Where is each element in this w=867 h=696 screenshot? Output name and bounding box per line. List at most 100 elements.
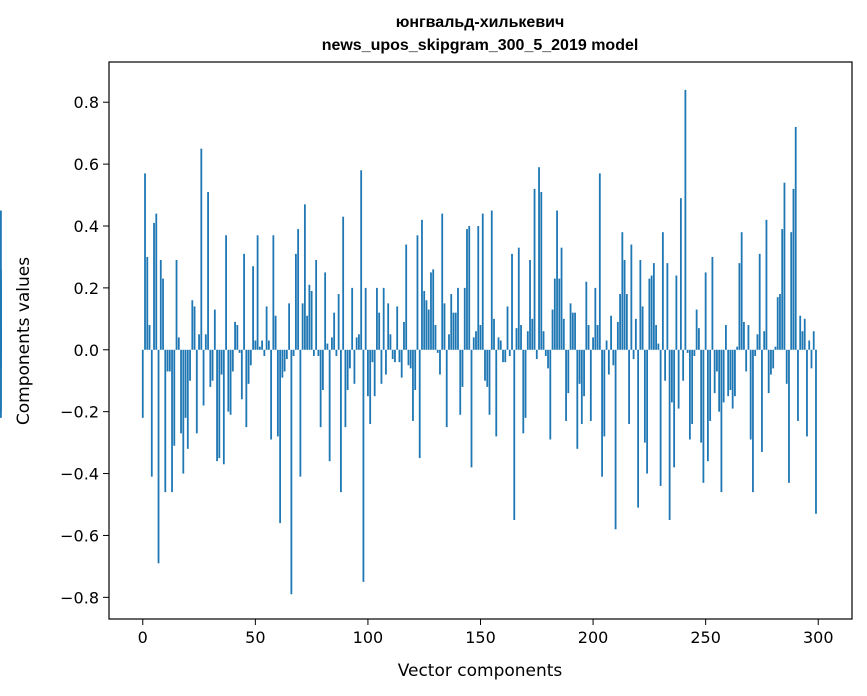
bar	[403, 321, 405, 350]
bar	[801, 331, 804, 350]
bar	[398, 349, 401, 363]
bar	[549, 349, 552, 440]
bar	[412, 349, 414, 421]
bar	[779, 294, 781, 350]
bar	[799, 315, 802, 350]
bar	[673, 349, 676, 468]
x-tick-label: 150	[465, 628, 496, 647]
bar	[794, 126, 797, 350]
bar	[587, 325, 590, 350]
bar	[547, 349, 549, 369]
bar	[344, 349, 347, 428]
bar	[265, 306, 268, 350]
bar	[335, 349, 338, 356]
bar	[670, 349, 673, 403]
bar	[652, 263, 655, 350]
bar	[191, 300, 194, 350]
bar	[166, 349, 169, 372]
bar	[740, 232, 743, 350]
bar	[256, 235, 259, 350]
bar	[238, 349, 241, 353]
bar	[351, 287, 354, 350]
bar	[661, 232, 664, 350]
bar	[457, 287, 459, 350]
x-axis-title: Vector components	[398, 661, 563, 681]
bar	[144, 173, 146, 350]
bar	[454, 312, 457, 350]
bar	[709, 349, 712, 421]
bar	[686, 349, 689, 353]
bar	[497, 337, 500, 350]
bar	[562, 318, 565, 350]
bar	[583, 349, 585, 397]
x-axis: 0 50 100 150 200 250 300	[138, 619, 834, 647]
bar	[634, 318, 637, 350]
bar	[193, 306, 196, 350]
bar	[376, 287, 378, 350]
bar	[668, 349, 671, 520]
y-tick-label: −0.8	[60, 588, 99, 607]
bar	[247, 349, 250, 384]
bar	[718, 349, 721, 412]
x-tick-label: 0	[138, 628, 148, 647]
bar	[261, 340, 263, 350]
bar	[731, 349, 734, 409]
bar	[189, 349, 191, 381]
bar	[434, 325, 437, 350]
bar	[340, 349, 342, 493]
bar	[317, 349, 320, 356]
bar	[574, 312, 576, 350]
bar	[155, 213, 158, 350]
y-tick-label: −0.2	[60, 403, 99, 422]
bar	[763, 331, 766, 350]
bar	[213, 309, 216, 350]
bars-group	[0, 89, 817, 595]
bar	[580, 349, 583, 425]
bar	[688, 349, 691, 440]
bar	[477, 226, 480, 350]
bar	[461, 349, 464, 387]
bar	[522, 349, 525, 434]
x-tick-label: 250	[690, 628, 721, 647]
bar	[186, 349, 189, 449]
bar	[157, 349, 160, 564]
bar	[292, 349, 295, 356]
bar	[659, 349, 662, 486]
bar	[195, 349, 198, 434]
bar	[263, 349, 266, 356]
bar	[576, 349, 579, 449]
bar	[589, 349, 592, 421]
bar	[319, 349, 322, 428]
bar	[641, 306, 644, 350]
bar	[716, 349, 718, 372]
bar	[150, 349, 153, 477]
bar	[502, 349, 504, 363]
bar	[333, 312, 336, 350]
bar	[623, 260, 626, 350]
bar	[637, 349, 640, 508]
bar	[774, 346, 777, 350]
bar	[198, 334, 200, 350]
bar	[628, 349, 630, 425]
bar	[285, 349, 288, 360]
bar	[607, 349, 610, 375]
bar	[639, 260, 642, 350]
bar	[614, 349, 617, 530]
bar	[540, 191, 543, 350]
bar	[515, 328, 518, 350]
bar	[301, 303, 304, 350]
bar	[407, 349, 410, 366]
bar	[274, 315, 277, 350]
bar	[349, 349, 351, 369]
bar	[281, 349, 284, 378]
bar	[556, 210, 558, 350]
plot-area-frame	[108, 61, 853, 620]
bar	[389, 334, 392, 350]
chart-title-line-2: news_upos_skipgram_300_5_2019 model	[322, 37, 639, 54]
bar	[225, 235, 227, 350]
bar	[806, 349, 808, 437]
bar	[425, 300, 428, 350]
bar	[488, 349, 491, 415]
bar	[159, 260, 162, 350]
